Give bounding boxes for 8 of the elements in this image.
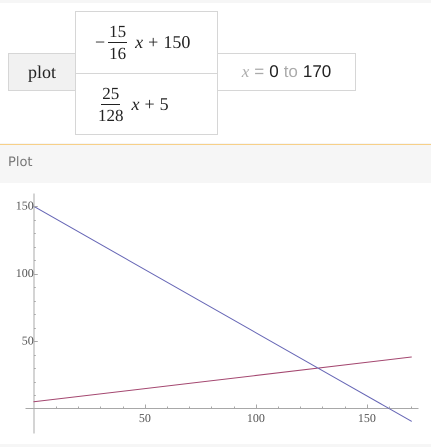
chart-title: Plot <box>8 155 33 170</box>
x-tick-label: 100 <box>246 410 265 425</box>
y-tick-label: 50 <box>22 333 34 348</box>
x-tick-label: 150 <box>358 410 376 425</box>
y-tick-label: 150 <box>16 198 34 212</box>
y-tick-label: 100 <box>16 266 34 280</box>
input-field: x = 0 to 170 <box>217 53 356 91</box>
x-tick-label: 50 <box>138 410 151 425</box>
